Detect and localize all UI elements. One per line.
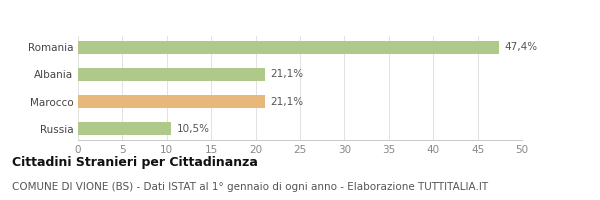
Text: 10,5%: 10,5% [176, 124, 209, 134]
Bar [78, 68, 265, 81]
Text: 21,1%: 21,1% [271, 69, 304, 79]
Bar [78, 95, 265, 108]
Bar [78, 122, 171, 135]
Text: COMUNE DI VIONE (BS) - Dati ISTAT al 1° gennaio di ogni anno - Elaborazione TUTT: COMUNE DI VIONE (BS) - Dati ISTAT al 1° … [12, 182, 488, 192]
Text: Cittadini Stranieri per Cittadinanza: Cittadini Stranieri per Cittadinanza [12, 156, 258, 169]
Bar [78, 41, 499, 54]
Text: 21,1%: 21,1% [271, 97, 304, 107]
Legend: Europa, Africa: Europa, Africa [222, 0, 378, 2]
Text: 47,4%: 47,4% [504, 42, 538, 52]
